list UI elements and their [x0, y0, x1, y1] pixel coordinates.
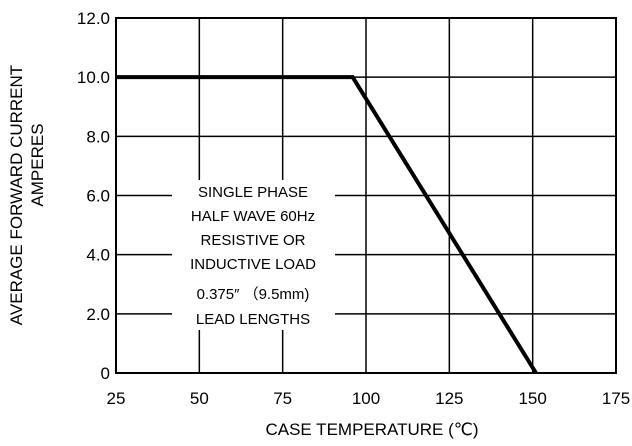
annotation-line-2: HALF WAVE 60Hz [191, 208, 315, 225]
annotation-line-1: SINGLE PHASE [198, 184, 308, 201]
x-tick-labels: 25 50 75 100 125 150 175 [107, 389, 631, 408]
x-tick-label: 50 [190, 389, 209, 408]
annotation-line-3: RESISTIVE OR [200, 232, 305, 249]
x-tick-label: 175 [602, 389, 630, 408]
y-tick-label: 0 [101, 364, 110, 383]
y-tick-labels: 0 2.0 4.0 6.0 8.0 10.0 12.0 [77, 9, 110, 383]
x-tick-label: 100 [352, 389, 380, 408]
y-tick-label: 2.0 [86, 305, 110, 324]
annotation-line-6: LEAD LENGTHS [196, 311, 310, 328]
annotation: SINGLE PHASE HALF WAVE 60Hz RESISTIVE OR… [190, 184, 316, 328]
series [116, 75, 538, 375]
y-tick-label: 8.0 [86, 127, 110, 146]
y-axis-title-line-1: AVERAGE FORWARD CURRENT [7, 65, 26, 325]
x-tick-label: 125 [435, 389, 463, 408]
x-axis-title: CASE TEMPERATURE (℃) [265, 420, 478, 439]
y-tick-label: 12.0 [77, 9, 110, 28]
annotation-line-5: 0.375″ （9.5mm) [197, 286, 310, 303]
x-tick-label: 150 [518, 389, 546, 408]
annotation-box [172, 180, 335, 330]
y-tick-label: 4.0 [86, 246, 110, 265]
plot-area-border [115, 17, 617, 374]
y-tick-label: 6.0 [86, 187, 110, 206]
y-tick-label: 10.0 [77, 68, 110, 87]
y-axis-title-line-2: AMPERES [28, 123, 47, 206]
derating-curve [116, 75, 538, 375]
x-tick-label: 25 [107, 389, 126, 408]
x-tick-label: 75 [273, 389, 292, 408]
annotation-line-4: INDUCTIVE LOAD [190, 256, 316, 273]
